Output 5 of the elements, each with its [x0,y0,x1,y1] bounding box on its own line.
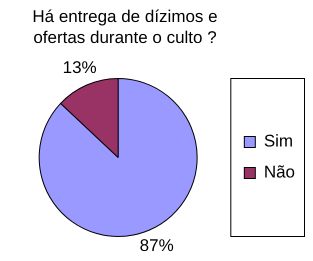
data-label: 13% [62,58,97,78]
legend-label: Sim [264,132,294,151]
legend-label: Não [264,162,295,182]
data-label: 87% [140,236,174,256]
chart-title: Há entrega de dízimos e ofertas durante o culto ? [31,6,219,48]
